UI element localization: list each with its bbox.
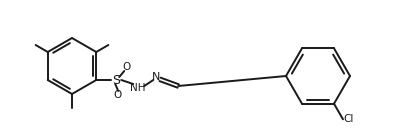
Text: NH: NH xyxy=(131,83,146,93)
Text: S: S xyxy=(112,73,120,87)
Text: O: O xyxy=(122,62,130,72)
Text: Cl: Cl xyxy=(344,114,354,124)
Text: O: O xyxy=(113,90,121,100)
Text: N: N xyxy=(152,72,160,82)
